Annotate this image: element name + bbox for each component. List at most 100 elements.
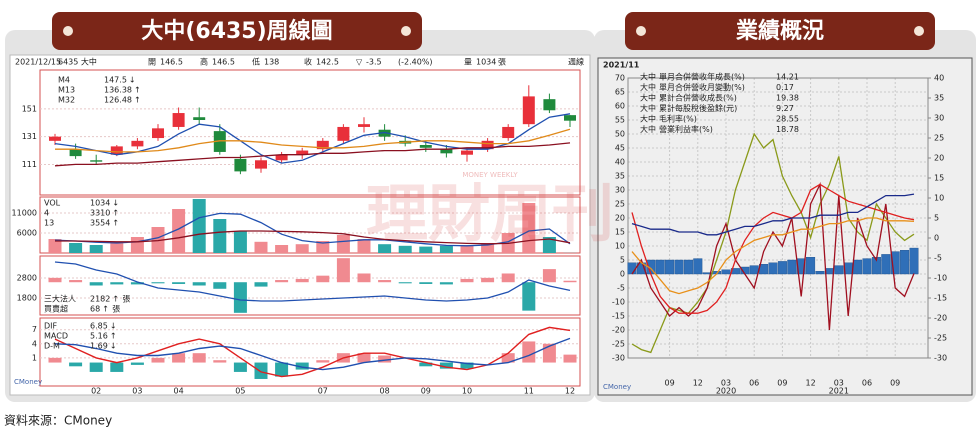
legend-trend: ↑ xyxy=(134,86,141,95)
y-tick-label: 111 xyxy=(22,160,37,169)
y-tick-label: 45 xyxy=(615,144,625,153)
macd-bar xyxy=(130,362,144,365)
net-bar xyxy=(254,282,268,287)
net-bar xyxy=(419,282,433,284)
x-tick-label: 09 xyxy=(777,379,787,388)
y-tick-label: 60 xyxy=(615,102,625,111)
y-tick-label: 35 xyxy=(615,172,625,181)
legend-value: 68 xyxy=(90,305,100,314)
quote-label: 開 xyxy=(148,58,156,67)
legend-name: MACD xyxy=(44,332,68,341)
quote-label: 高 xyxy=(200,57,208,67)
macd-bar xyxy=(254,362,268,379)
legend-value: 5.16 xyxy=(90,332,108,341)
y2-tick-label: 35 xyxy=(934,94,944,103)
eps-bar xyxy=(655,259,665,275)
legend-name: 三大法人 xyxy=(44,294,76,304)
candle-body xyxy=(316,140,329,150)
legend-trend: ↓ xyxy=(110,342,117,351)
legend-name: 累計每股稅後盈餘(元) xyxy=(659,103,737,113)
eps-bar xyxy=(890,251,900,275)
y-tick-label: 5 xyxy=(620,256,625,265)
candle-body xyxy=(502,126,515,139)
candle-body xyxy=(296,150,309,155)
quote-change-pct: (-2.40%) xyxy=(398,58,433,67)
volume-bar xyxy=(295,244,309,253)
x-tick-label: 07 xyxy=(318,387,328,396)
volume-bar xyxy=(481,243,495,253)
legend-name: D-M xyxy=(44,342,60,351)
candle-body xyxy=(419,145,432,148)
legend-value: 126.48 xyxy=(104,96,132,105)
x-tick-label: 03 xyxy=(132,387,142,396)
eps-bar xyxy=(749,265,759,275)
net-bar xyxy=(130,282,144,285)
x-tick-label: 09 xyxy=(890,379,900,388)
quote-label: 低 xyxy=(252,57,260,67)
ma-line xyxy=(55,128,571,153)
legend-trend: ↓ xyxy=(112,199,119,208)
left-banner xyxy=(52,12,422,50)
legend-trend: ↓ xyxy=(129,76,136,85)
net-bar xyxy=(563,280,577,283)
legend-value: 28.55 xyxy=(776,115,799,124)
panel-frame xyxy=(39,196,581,254)
y2-tick-label: -20 xyxy=(934,314,947,323)
macd-bar xyxy=(192,353,206,363)
legend-value: 9.27 xyxy=(776,104,794,113)
quote-date: 2021/12/15 xyxy=(15,58,61,67)
eps-bar xyxy=(806,257,816,275)
macd-bar xyxy=(357,353,371,363)
legend-name: 單月合併營收年成長(%) xyxy=(659,72,745,82)
volume-bar xyxy=(275,245,289,253)
y-tick-label: -15 xyxy=(612,312,625,321)
legend-value: 6.85 xyxy=(90,322,108,331)
panel-frame xyxy=(39,317,581,387)
macd-bar xyxy=(69,362,83,367)
legend-trend: ↓ xyxy=(110,322,117,331)
y2-tick-label: 30 xyxy=(934,114,944,123)
y2-tick-label: 5 xyxy=(934,214,939,223)
macd-bar xyxy=(419,362,433,367)
legend-value: 3554 xyxy=(90,219,110,228)
candle-body xyxy=(193,117,206,120)
pin xyxy=(401,26,411,36)
y2-tick-label: -25 xyxy=(934,334,947,343)
legend-value: 1034 xyxy=(90,199,110,208)
pin xyxy=(63,26,73,36)
eps-bar xyxy=(777,261,787,275)
volume-bar xyxy=(316,241,330,253)
chart-date: 2021/11 xyxy=(603,61,640,70)
y-tick-label: -5 xyxy=(617,284,625,293)
volume-bar xyxy=(233,231,247,253)
legend-name: 累計合併營收成長(%) xyxy=(659,93,737,103)
x-tick-label: 02 xyxy=(91,387,101,396)
macd-bar xyxy=(522,341,536,363)
eps-bar xyxy=(824,268,834,275)
quote-volume-unit: 張 xyxy=(498,58,506,67)
series-line xyxy=(631,132,915,354)
volume-bar xyxy=(542,237,556,253)
macd-bar xyxy=(275,362,289,377)
panel-frame xyxy=(39,69,581,196)
macd-bar xyxy=(316,360,330,363)
y-tick-label: 70 xyxy=(615,74,625,83)
y-tick-label: 7 xyxy=(32,325,37,334)
y2-tick-label: -30 xyxy=(934,354,947,363)
volume-bar xyxy=(69,243,83,253)
legend-trend: ↑ xyxy=(134,96,141,105)
ma-line xyxy=(54,113,571,164)
eps-bar xyxy=(787,259,797,275)
quote-code: 6435 大中 xyxy=(58,57,97,67)
candle-body xyxy=(522,96,535,125)
panel-frame xyxy=(39,255,581,316)
macd-bar xyxy=(172,353,186,363)
right-panel xyxy=(597,57,973,396)
macd-bar xyxy=(233,362,247,372)
volume-bar xyxy=(213,219,227,253)
volume-bar xyxy=(254,241,268,253)
y-tick-label: 20 xyxy=(615,214,625,223)
legend-trend: ↑ xyxy=(112,209,119,218)
legend-value: 136.38 xyxy=(104,86,132,95)
volume-bar xyxy=(378,244,392,253)
